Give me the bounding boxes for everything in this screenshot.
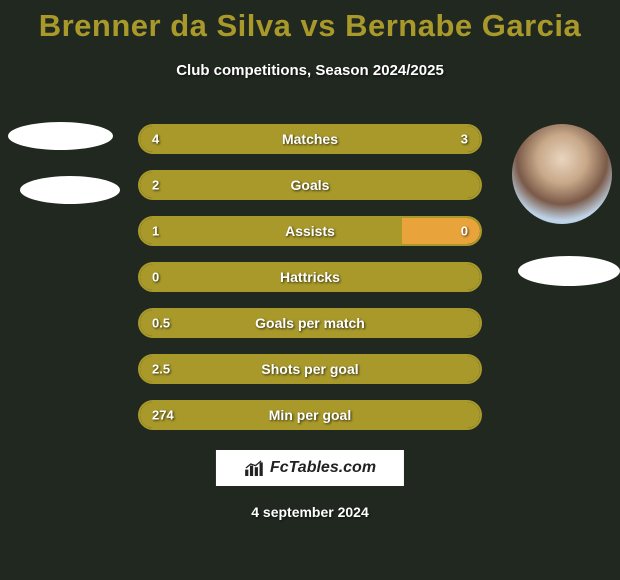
page-title: Brenner da Silva vs Bernabe Garcia bbox=[0, 8, 620, 44]
bar-value-left: 274 bbox=[152, 408, 174, 423]
date-text: 4 september 2024 bbox=[0, 504, 620, 520]
bar-row: 274 Min per goal bbox=[138, 400, 482, 430]
bar-value-left: 0.5 bbox=[152, 316, 170, 331]
bar-value-left: 2.5 bbox=[152, 362, 170, 377]
bar-label: Assists bbox=[285, 223, 335, 239]
branding-badge: FcTables.com bbox=[216, 450, 404, 486]
player-left-avatar-placeholder-1 bbox=[8, 122, 113, 150]
comparison-canvas: Brenner da Silva vs Bernabe Garcia Club … bbox=[0, 0, 620, 580]
bar-label: Min per goal bbox=[269, 407, 351, 423]
branding-text: FcTables.com bbox=[270, 459, 376, 477]
bar-fill-right bbox=[402, 218, 480, 244]
bar-fill-right bbox=[334, 126, 480, 152]
page-subtitle: Club competitions, Season 2024/2025 bbox=[0, 62, 620, 79]
bar-row: 2.5 Shots per goal bbox=[138, 354, 482, 384]
chart-icon bbox=[244, 460, 264, 476]
bar-fill-left bbox=[140, 218, 402, 244]
bar-row: 4 3 Matches bbox=[138, 124, 482, 154]
bar-row: 0.5 Goals per match bbox=[138, 308, 482, 338]
bar-value-left: 2 bbox=[152, 178, 159, 193]
bar-value-left: 1 bbox=[152, 224, 159, 239]
bar-value-right: 0 bbox=[461, 224, 468, 239]
player-right-avatar bbox=[512, 124, 612, 224]
comparison-bars: 4 3 Matches 2 Goals 1 0 Assists 0 Hattricks 0.5 Goa… bbox=[138, 124, 482, 446]
bar-label: Goals per match bbox=[255, 315, 365, 331]
player-left-avatar-placeholder-2 bbox=[20, 176, 120, 204]
bar-row: 2 Goals bbox=[138, 170, 482, 200]
bar-label: Matches bbox=[282, 131, 338, 147]
bar-label: Goals bbox=[291, 177, 330, 193]
player-right-avatar-placeholder bbox=[518, 256, 620, 286]
bar-value-left: 0 bbox=[152, 270, 159, 285]
bar-row: 0 Hattricks bbox=[138, 262, 482, 292]
bar-label: Hattricks bbox=[280, 269, 340, 285]
bar-label: Shots per goal bbox=[261, 361, 358, 377]
bar-value-right: 3 bbox=[461, 132, 468, 147]
bar-value-left: 4 bbox=[152, 132, 159, 147]
bar-row: 1 0 Assists bbox=[138, 216, 482, 246]
